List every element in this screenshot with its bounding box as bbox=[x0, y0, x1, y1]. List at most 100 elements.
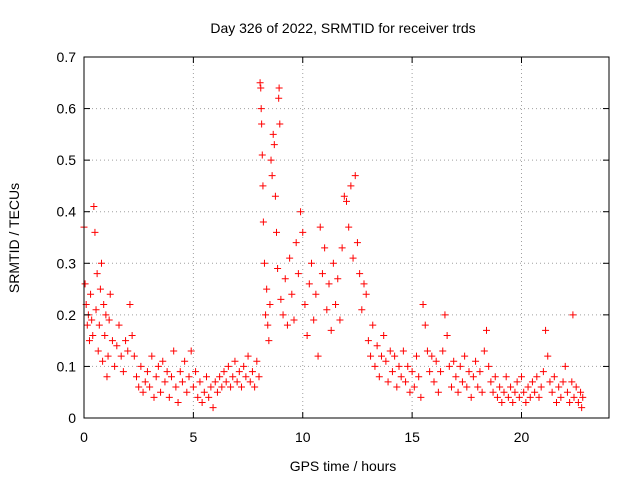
data-point bbox=[507, 383, 515, 391]
data-point bbox=[115, 321, 123, 329]
data-point bbox=[231, 357, 239, 365]
data-point bbox=[106, 290, 114, 298]
data-point bbox=[489, 388, 497, 396]
data-point bbox=[119, 368, 127, 376]
y-tick-label: 0.2 bbox=[57, 307, 77, 323]
data-point bbox=[152, 373, 160, 381]
data-point bbox=[192, 368, 200, 376]
data-point bbox=[211, 378, 219, 386]
data-point bbox=[351, 172, 359, 180]
data-point bbox=[257, 84, 265, 92]
data-point bbox=[268, 172, 276, 180]
data-point bbox=[263, 285, 271, 293]
data-point bbox=[535, 393, 543, 401]
data-point bbox=[314, 352, 322, 360]
data-point bbox=[343, 197, 350, 205]
data-point bbox=[476, 368, 484, 376]
data-point bbox=[178, 378, 186, 386]
data-point bbox=[439, 347, 447, 355]
data-point bbox=[294, 270, 302, 278]
data-point bbox=[332, 301, 340, 309]
data-point bbox=[388, 368, 396, 376]
data-point bbox=[360, 280, 368, 288]
data-point bbox=[402, 378, 410, 386]
data-point bbox=[194, 393, 202, 401]
data-point bbox=[222, 378, 230, 386]
x-tick-label: 15 bbox=[404, 429, 420, 445]
data-point bbox=[487, 378, 495, 386]
data-point bbox=[572, 383, 580, 391]
data-point bbox=[117, 352, 125, 360]
data-point bbox=[380, 331, 388, 339]
labels-layer: 0 0.1 0.2 0.3 0.4 0.5 0.6 0.7 0 5 10 15 20 bbox=[57, 49, 530, 445]
data-point bbox=[235, 368, 243, 376]
data-point bbox=[448, 383, 455, 391]
data-point bbox=[253, 357, 261, 365]
data-point bbox=[174, 399, 182, 407]
data-point bbox=[264, 321, 272, 329]
data-point bbox=[137, 362, 145, 370]
data-point bbox=[557, 393, 565, 401]
data-point bbox=[308, 259, 315, 267]
data-point bbox=[99, 357, 107, 365]
data-point bbox=[413, 352, 420, 360]
data-point bbox=[395, 362, 403, 370]
data-point bbox=[233, 378, 241, 386]
data-point bbox=[273, 228, 280, 236]
data-point bbox=[450, 357, 458, 365]
data-point bbox=[526, 393, 534, 401]
data-point bbox=[408, 368, 416, 376]
y-axis-label: SRMTID / TECUs bbox=[6, 183, 22, 293]
data-point bbox=[426, 368, 434, 376]
data-point bbox=[90, 203, 98, 211]
data-point bbox=[579, 393, 587, 401]
data-point bbox=[248, 368, 256, 376]
data-point bbox=[143, 368, 151, 376]
data-point bbox=[200, 388, 208, 396]
data-point bbox=[323, 306, 331, 314]
data-point bbox=[189, 383, 197, 391]
data-point bbox=[563, 388, 571, 396]
data-point bbox=[356, 270, 364, 278]
data-point bbox=[207, 383, 215, 391]
data-point bbox=[269, 130, 277, 138]
data-point bbox=[227, 383, 235, 391]
data-point bbox=[108, 337, 116, 345]
y-tick-label: 0.3 bbox=[57, 255, 77, 271]
x-tick-label: 10 bbox=[295, 429, 311, 445]
data-point bbox=[327, 326, 335, 334]
data-point bbox=[87, 290, 95, 298]
data-point bbox=[122, 337, 130, 345]
data-point bbox=[258, 151, 266, 159]
data-point bbox=[472, 357, 480, 365]
data-point bbox=[216, 373, 224, 381]
data-point bbox=[434, 388, 442, 396]
data-point bbox=[209, 404, 217, 412]
y-tick-label: 0.1 bbox=[57, 358, 77, 374]
data-point bbox=[531, 388, 539, 396]
data-point bbox=[437, 368, 445, 376]
data-point bbox=[185, 373, 193, 381]
data-point bbox=[251, 383, 259, 391]
grid-layer bbox=[84, 57, 609, 418]
data-point bbox=[297, 208, 305, 216]
data-point bbox=[561, 362, 569, 370]
data-point bbox=[430, 378, 438, 386]
data-point bbox=[513, 378, 521, 386]
data-point bbox=[205, 393, 213, 401]
data-point bbox=[386, 347, 394, 355]
data-point bbox=[570, 393, 578, 401]
data-point bbox=[485, 362, 493, 370]
data-point bbox=[566, 399, 574, 407]
data-point bbox=[229, 373, 237, 381]
data-point bbox=[271, 192, 279, 200]
data-point bbox=[101, 331, 109, 339]
data-point bbox=[89, 331, 97, 339]
data-point bbox=[316, 223, 324, 231]
data-point bbox=[397, 373, 405, 381]
data-point bbox=[336, 316, 344, 324]
x-axis-label: GPS time / hours bbox=[290, 458, 397, 474]
ticks-layer bbox=[83, 56, 609, 419]
data-point bbox=[103, 373, 111, 381]
data-point bbox=[124, 347, 132, 355]
